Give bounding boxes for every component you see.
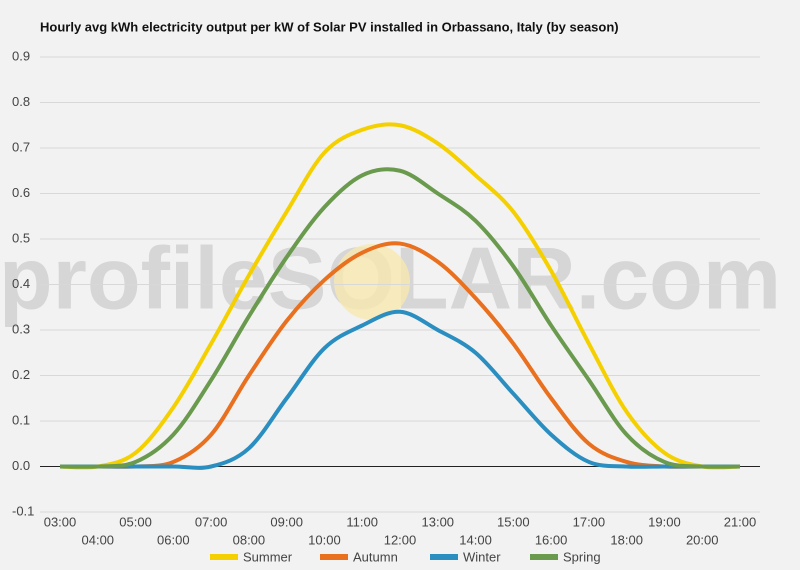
legend-label: Summer [243,549,293,564]
x-tick-label: 03:00 [44,514,77,529]
legend-swatch [430,554,458,560]
y-tick-label: 0.0 [12,458,30,473]
x-tick-label: 19:00 [648,514,681,529]
x-tick-label: 17:00 [573,514,606,529]
y-tick-label: 0.5 [12,230,30,245]
y-tick-label: 0.9 [12,48,30,63]
y-tick-label: 0.2 [12,367,30,382]
x-tick-label: 16:00 [535,532,568,547]
x-tick-label: 05:00 [119,514,152,529]
y-tick-label: -0.1 [12,503,34,518]
y-tick-label: 0.8 [12,94,30,109]
x-tick-label: 15:00 [497,514,530,529]
legend-swatch [210,554,238,560]
y-tick-label: 0.6 [12,185,30,200]
legend-swatch [320,554,348,560]
x-tick-label: 08:00 [233,532,266,547]
x-tick-label: 11:00 [346,514,378,529]
y-tick-label: 0.4 [12,276,30,291]
chart-title: Hourly avg kWh electricity output per kW… [40,19,619,34]
x-tick-label: 07:00 [195,514,228,529]
x-tick-label: 12:00 [384,532,417,547]
x-tick-label: 13:00 [422,514,455,529]
series-line [60,241,740,469]
watermark-sun [334,244,410,320]
x-tick-label: 10:00 [308,532,341,547]
x-tick-label: 06:00 [157,532,190,547]
y-tick-label: 0.3 [12,321,30,336]
series-line [59,167,741,469]
series-line [59,122,741,470]
x-tick-label: 09:00 [270,514,303,529]
y-tick-label: 0.7 [12,139,30,154]
x-tick-label: 21:00 [724,514,757,529]
x-tick-label: 04:00 [82,532,115,547]
y-tick-label: 0.1 [12,412,30,427]
x-tick-label: 18:00 [610,532,643,547]
legend-label: Spring [563,549,601,564]
series-line [60,309,740,470]
x-tick-label: 14:00 [459,532,492,547]
legend-label: Autumn [353,549,398,564]
legend-label: Winter [463,549,501,564]
x-tick-label: 20:00 [686,532,719,547]
legend-swatch [530,554,558,560]
